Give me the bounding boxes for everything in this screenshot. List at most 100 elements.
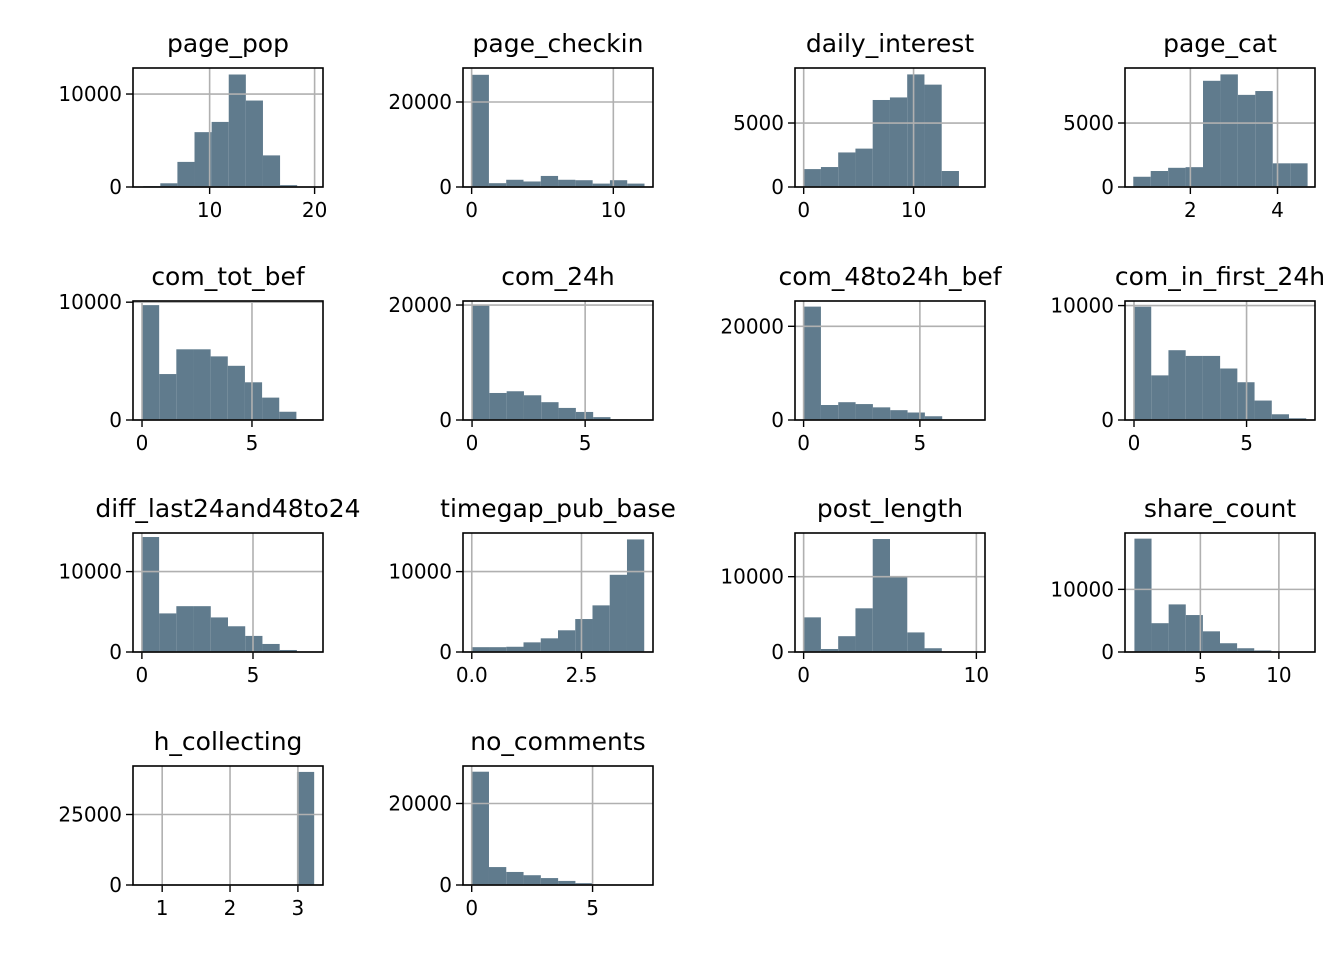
x-tick-label: 10 xyxy=(601,198,626,222)
bar xyxy=(159,613,177,652)
bar xyxy=(489,647,507,652)
bar xyxy=(227,365,245,420)
bar xyxy=(803,306,821,420)
bar xyxy=(193,349,211,420)
bar xyxy=(855,608,873,652)
bar xyxy=(1185,355,1203,420)
bar xyxy=(262,397,280,420)
x-tick-label: 2.5 xyxy=(566,663,598,687)
subplot-title: diff_last24and48to24 xyxy=(95,494,360,523)
x-tick-label: 5 xyxy=(579,431,592,455)
axes-frame xyxy=(1124,300,1316,421)
bar xyxy=(1168,604,1186,652)
x-tick-label: 0 xyxy=(466,431,479,455)
axes-frame xyxy=(1124,67,1316,188)
x-tick-label: 4 xyxy=(1271,198,1284,222)
x-tick-label: 2 xyxy=(1184,198,1197,222)
axes-frame xyxy=(462,765,654,886)
bar xyxy=(279,649,297,652)
bar xyxy=(1151,623,1169,652)
bar xyxy=(592,605,610,652)
bar xyxy=(211,121,229,187)
bar xyxy=(803,169,821,187)
bar xyxy=(1220,74,1238,187)
bar xyxy=(575,180,593,187)
x-tick-label: 0 xyxy=(465,896,478,920)
y-tick-label: 0 xyxy=(771,175,784,199)
y-tick-label: 0 xyxy=(109,640,122,664)
bar xyxy=(228,626,246,652)
bar xyxy=(924,84,942,187)
axes-frame xyxy=(132,300,324,421)
bar xyxy=(1255,91,1273,187)
subplot-title: page_pop xyxy=(167,29,289,58)
bar xyxy=(262,155,281,187)
bar xyxy=(907,74,925,187)
x-tick-label: 5 xyxy=(1240,431,1253,455)
axes-frame xyxy=(462,300,654,421)
x-tick-label: 0 xyxy=(797,198,810,222)
bar xyxy=(1254,400,1272,420)
x-tick-label: 5 xyxy=(914,431,927,455)
axes-frame xyxy=(462,532,654,653)
x-tick-label: 1 xyxy=(156,896,169,920)
y-tick-label: 10000 xyxy=(388,560,452,584)
x-tick-label: 5 xyxy=(586,896,599,920)
bar xyxy=(523,875,541,885)
y-tick-label: 0 xyxy=(109,175,122,199)
subplot-title: share_count xyxy=(1144,494,1297,523)
bar xyxy=(838,636,856,652)
bar xyxy=(872,539,890,652)
x-tick-label: 20 xyxy=(302,198,327,222)
bar xyxy=(1220,368,1238,420)
bar xyxy=(210,356,228,420)
bar xyxy=(1290,163,1308,187)
bar xyxy=(558,880,576,885)
bar xyxy=(1271,414,1289,420)
subplot-title: post_length xyxy=(817,494,963,523)
bar xyxy=(558,630,576,652)
bar xyxy=(626,539,645,652)
bar xyxy=(924,648,942,652)
y-tick-label: 20000 xyxy=(720,314,784,338)
bar xyxy=(523,642,541,652)
subplot-title: com_tot_bef xyxy=(151,262,306,291)
y-tick-label: 0 xyxy=(439,175,452,199)
y-tick-label: 0 xyxy=(109,873,122,897)
bar xyxy=(194,132,212,187)
bar xyxy=(890,576,908,652)
subplot-title: page_cat xyxy=(1163,29,1277,58)
x-tick-label: 10 xyxy=(197,198,222,222)
bar xyxy=(506,179,524,187)
bar xyxy=(575,619,593,652)
y-tick-label: 20000 xyxy=(388,791,452,815)
y-tick-label: 0 xyxy=(1101,640,1114,664)
x-tick-label: 5 xyxy=(246,431,259,455)
bar xyxy=(176,606,194,652)
bar xyxy=(907,412,925,420)
y-tick-label: 20000 xyxy=(388,90,452,114)
x-tick-label: 0 xyxy=(797,431,810,455)
bar xyxy=(541,402,559,420)
bar xyxy=(142,305,160,420)
bar xyxy=(540,175,559,187)
bar xyxy=(1272,163,1291,187)
y-tick-label: 20000 xyxy=(388,293,452,317)
y-tick-label: 0 xyxy=(771,640,784,664)
bar xyxy=(558,407,576,420)
bar xyxy=(1133,176,1151,187)
y-tick-label: 0 xyxy=(1101,175,1114,199)
x-tick-label: 3 xyxy=(292,896,305,920)
bar xyxy=(296,771,315,885)
x-tick-label: 0 xyxy=(797,663,810,687)
bar xyxy=(609,180,628,187)
bar xyxy=(506,646,524,652)
bar xyxy=(889,97,908,187)
bar xyxy=(1202,631,1220,652)
bar xyxy=(160,183,178,187)
bar xyxy=(1168,350,1186,420)
y-tick-label: 0 xyxy=(439,640,452,664)
bar xyxy=(1288,418,1307,420)
bar xyxy=(471,647,490,652)
